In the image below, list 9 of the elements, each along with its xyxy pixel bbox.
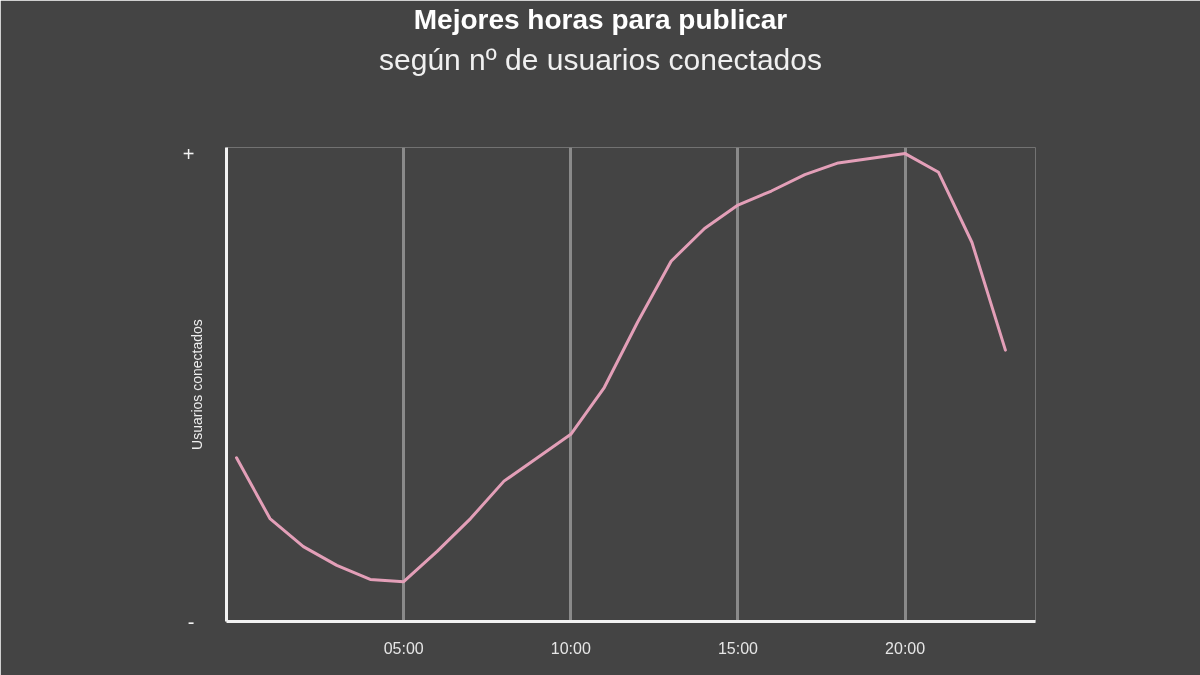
y-axis-title: Usuarios conectados: [188, 319, 205, 450]
x-tick-label: 20:00: [885, 639, 926, 657]
text: -: [187, 610, 195, 633]
x-tick-label: 05:00: [383, 639, 424, 657]
x-tick-label: 15:00: [717, 639, 759, 657]
text: +: [182, 142, 195, 165]
chart-title: Mejores horas para publicar: [413, 3, 788, 35]
chart-subtitle: según nº de usuarios conectados: [379, 42, 822, 76]
x-tick-label: 10:00: [550, 639, 591, 657]
